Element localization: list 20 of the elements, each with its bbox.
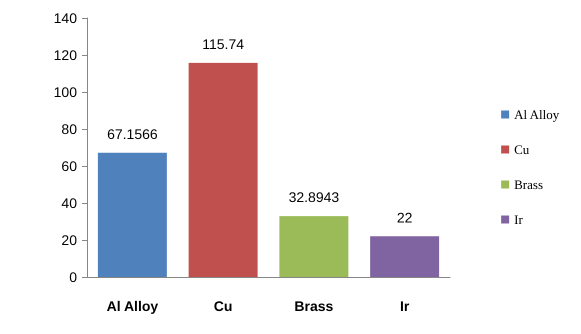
x-tick-label: Brass [294,298,334,314]
x-tick-label: Ir [400,298,410,314]
y-tick-label: 120 [54,47,78,63]
y-tick-label: 80 [61,121,78,137]
y-tick-label: 0 [69,269,78,285]
x-tick-label: Al Alloy [106,298,158,314]
legend-label: Cu [514,142,530,157]
y-tick-label: 140 [54,10,78,26]
legend-label: Al Alloy [514,107,560,122]
data-label: 22 [396,209,413,226]
legend-label: Ir [514,212,524,227]
data-label: 115.74 [202,36,244,52]
y-tick-label: 40 [61,195,78,211]
x-tick-label: Cu [214,298,232,314]
y-tick-label: 20 [61,232,78,248]
data-label: 32.8943 [288,189,340,206]
legend-label: Brass [514,177,544,192]
y-tick-label: 60 [61,158,78,174]
data-label: 67.1566 [107,126,158,142]
y-tick-label: 100 [54,84,78,100]
